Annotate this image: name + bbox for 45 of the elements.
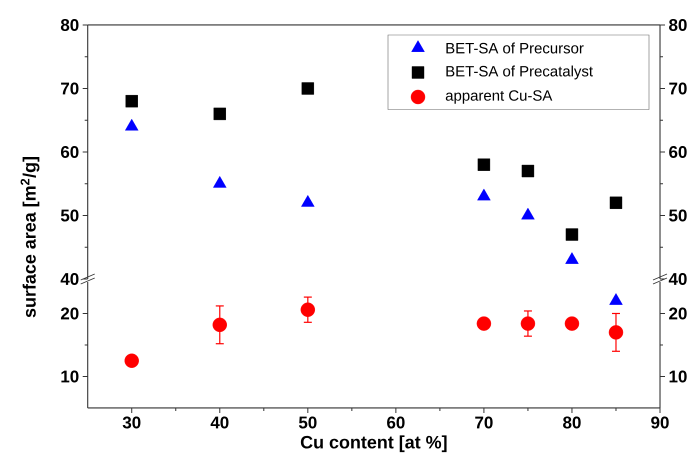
y-tick-label: 20	[60, 307, 78, 320]
y2-tick-label: 60	[669, 146, 687, 158]
point	[610, 196, 622, 209]
point	[477, 188, 491, 200]
point	[300, 302, 316, 317]
point	[476, 316, 492, 331]
legend-label: BET-SA of Precursor	[446, 42, 584, 54]
point	[125, 118, 138, 131]
point	[565, 252, 579, 264]
point	[521, 208, 535, 220]
y-tick-label: 50	[60, 209, 78, 222]
y-tick-label: 70	[61, 82, 78, 94]
y2-tick-label: 10	[670, 370, 687, 382]
point	[520, 316, 536, 331]
x-tick-label: 80	[563, 416, 581, 428]
point	[124, 354, 139, 368]
point	[478, 158, 490, 171]
y-tick-label: 10	[61, 370, 78, 382]
x-axis-title: Cu content [at %]	[300, 435, 447, 452]
point	[302, 82, 314, 95]
y-tick-label: 40	[60, 272, 78, 285]
y-tick-label: 80	[60, 18, 78, 31]
point	[564, 316, 580, 331]
y2-tick-label: 80	[669, 18, 687, 31]
y-tick-label: 60	[60, 146, 78, 158]
x-tick-label: 40	[210, 416, 228, 428]
point	[214, 108, 226, 120]
y2-tick-label: 40	[668, 272, 687, 285]
legend-label: apparent Cu-SA	[446, 90, 552, 104]
x-tick-label: 70	[475, 416, 493, 428]
point	[522, 164, 534, 178]
x-tick-label: 90	[651, 416, 669, 428]
y2-tick-label: 20	[669, 307, 687, 320]
point	[301, 195, 315, 207]
y2-tick-label: 50	[669, 209, 687, 222]
x-tick-label: 30	[122, 416, 140, 429]
x-tick-label: 50	[298, 416, 317, 428]
x-tick-label: 60	[387, 416, 405, 428]
y2-tick-label: 70	[669, 82, 687, 94]
y-axis-title: surface area [m$^{2}$/g]	[20, 157, 40, 318]
point	[608, 325, 624, 340]
point	[212, 318, 227, 332]
point	[126, 94, 138, 108]
point	[213, 176, 226, 188]
legend-label: BET-SA of Precatalyst	[446, 66, 593, 80]
